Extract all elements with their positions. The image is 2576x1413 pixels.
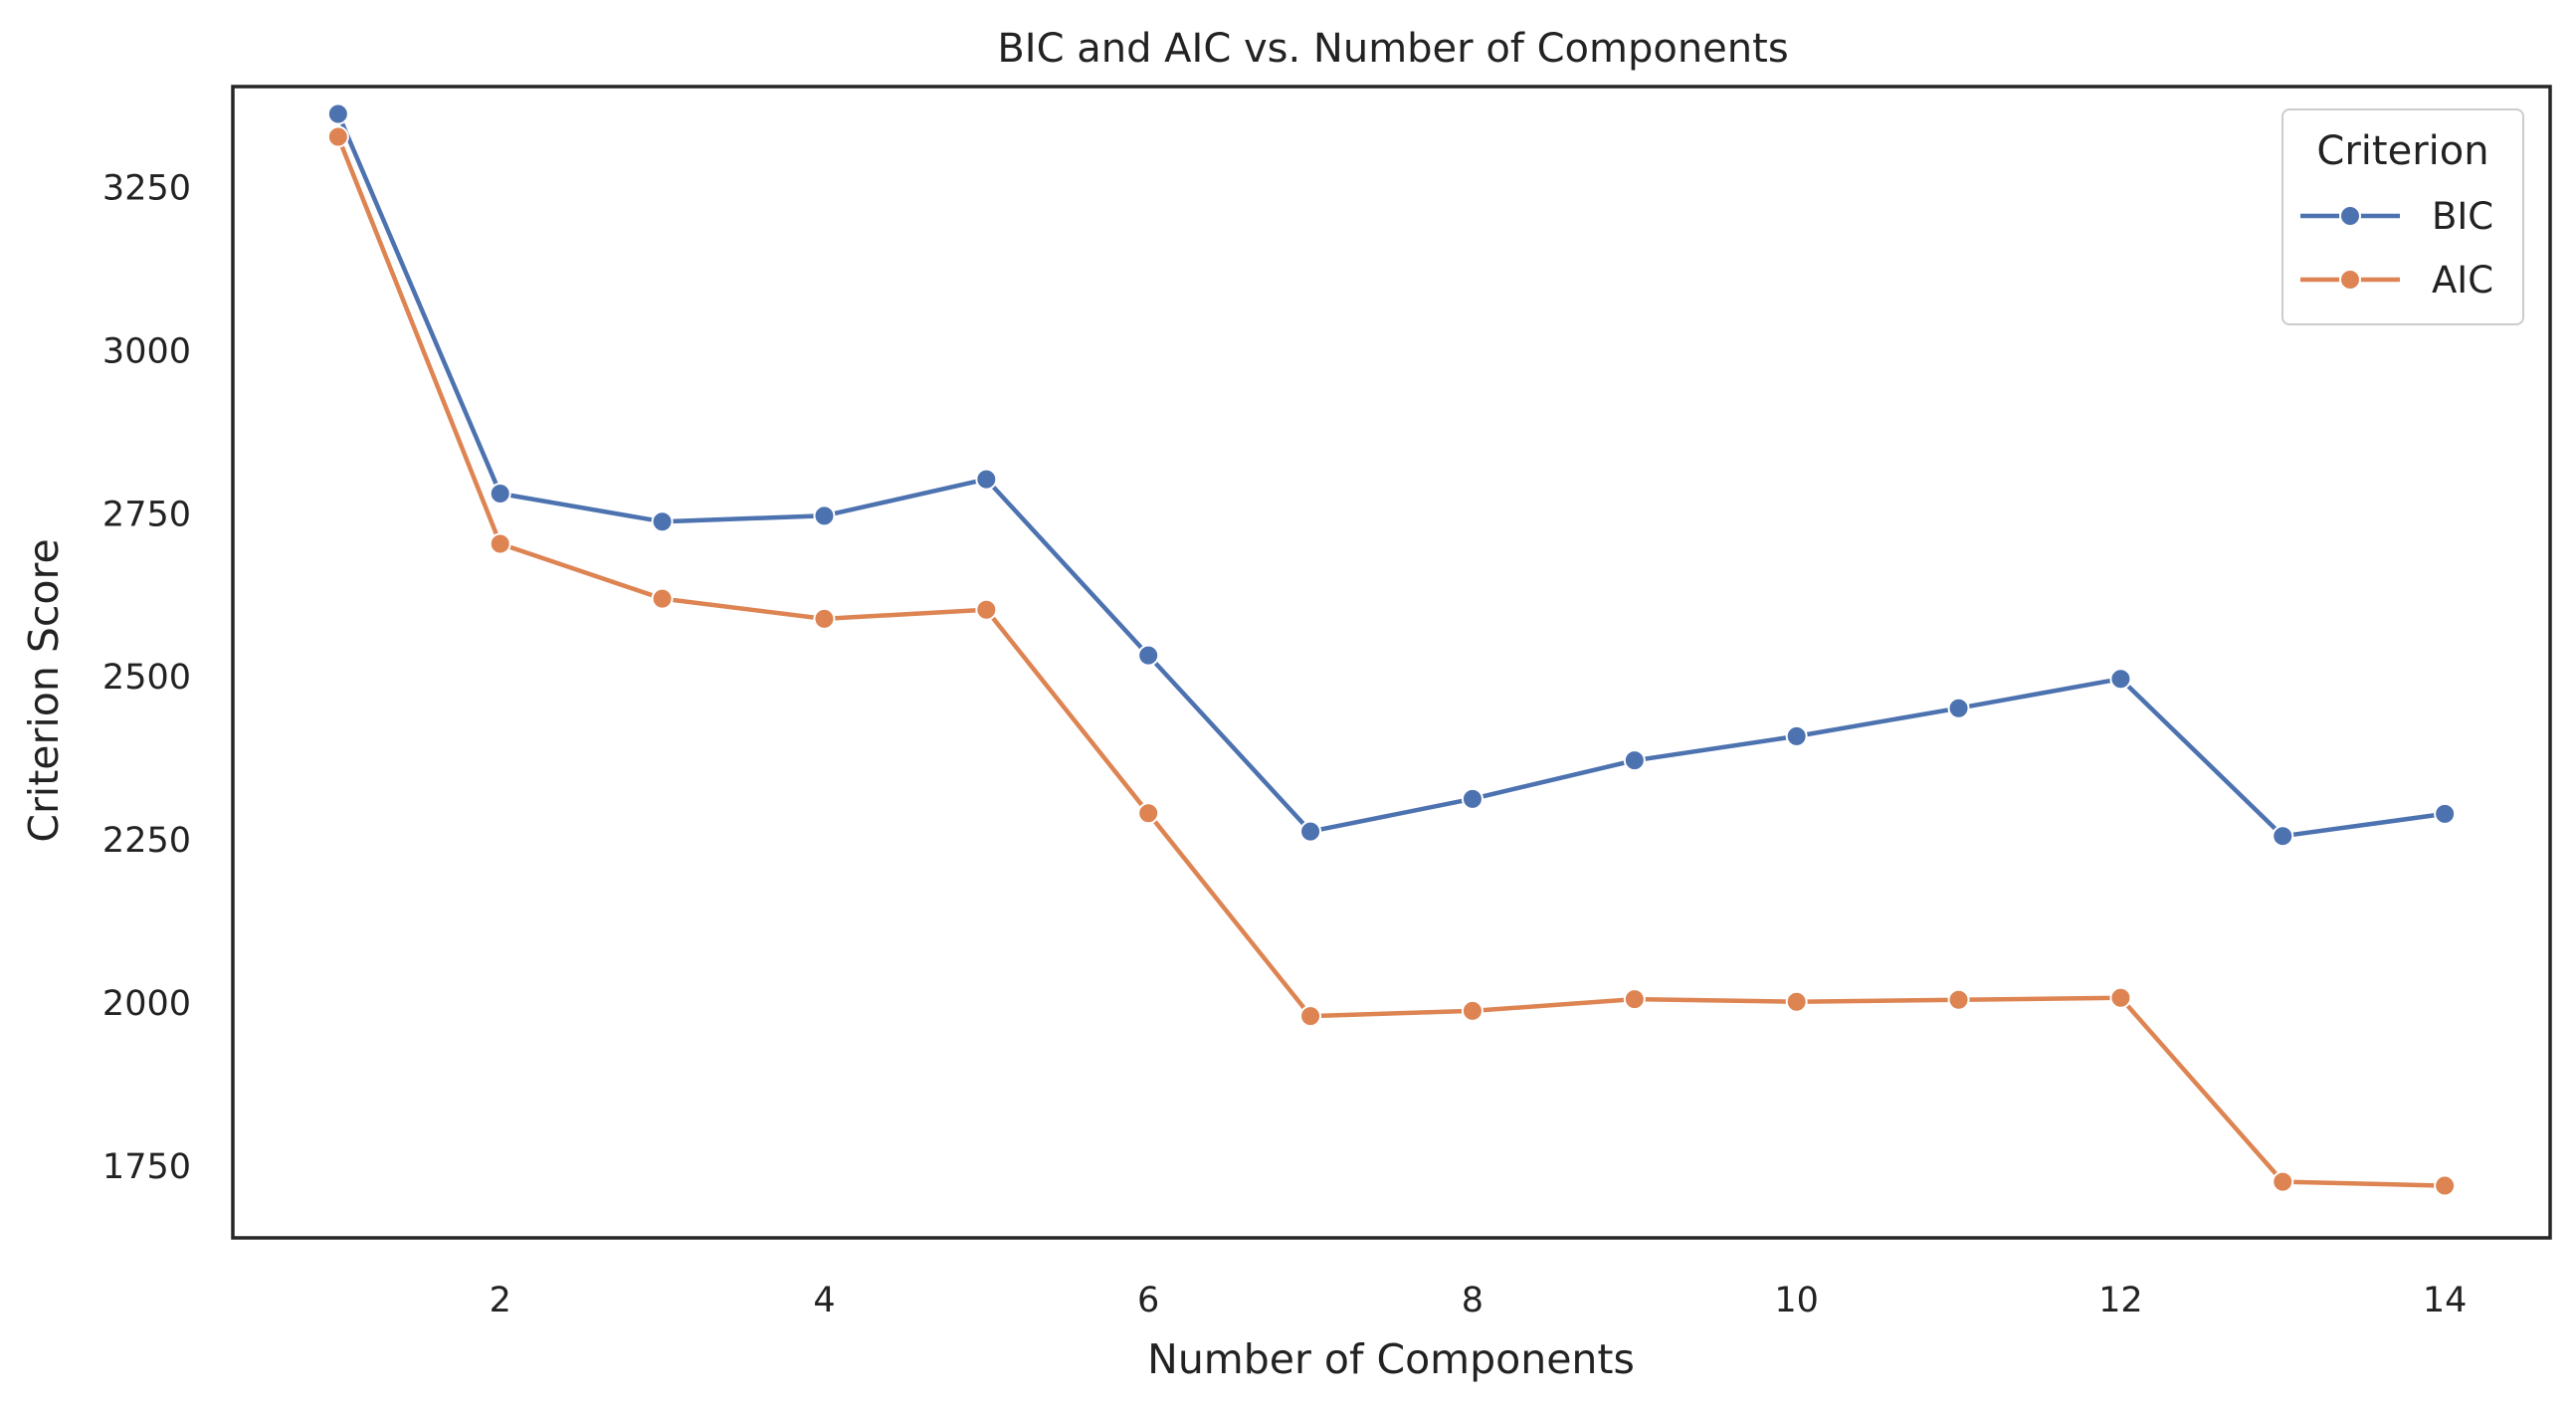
bic-point (1623, 749, 1646, 772)
aic-point (2434, 1174, 2457, 1197)
legend-entry-aic: AIC (2300, 259, 2493, 302)
aic-series (326, 125, 2457, 1197)
plot-area (231, 85, 2552, 1240)
aic-line (335, 134, 2448, 1188)
bic-point (2434, 802, 2457, 825)
legend-swatch-marker (2339, 205, 2361, 227)
aic-point (1623, 988, 1646, 1011)
aic-point (326, 125, 349, 148)
aic-point (2109, 986, 2132, 1009)
aic-point (975, 598, 998, 621)
x-axis-label: Number of Components (1147, 1335, 1635, 1383)
x-tick-label: 4 (813, 1281, 835, 1320)
y-tick-label: 3000 (102, 331, 191, 371)
bic-point (1461, 787, 1484, 810)
bic-point (326, 102, 349, 125)
bic-point (2109, 668, 2132, 691)
legend-entries: BIC AIC (2300, 195, 2493, 302)
y-tick-label: 1750 (102, 1147, 191, 1187)
aic-point (489, 532, 511, 555)
x-tick-label: 14 (2423, 1281, 2468, 1320)
bic-point (1785, 724, 1808, 747)
aic-point (1137, 802, 1160, 825)
chart-title: BIC and AIC vs. Number of Components (997, 26, 1788, 72)
legend-entry-bic: BIC (2300, 195, 2493, 238)
bic-series (326, 102, 2457, 848)
bic-line (335, 111, 2448, 839)
legend: Criterion BIC AIC (2281, 108, 2524, 325)
y-axis-label: Criterion Score (20, 538, 68, 842)
x-tick-label: 12 (2098, 1281, 2143, 1320)
aic-point (1299, 1005, 1322, 1028)
bic-point (1947, 697, 1970, 719)
bic-point (2272, 825, 2294, 848)
x-tick-label: 10 (1774, 1281, 1819, 1320)
bic-point (975, 468, 998, 491)
x-tick-label: 6 (1137, 1281, 1159, 1320)
x-axis-ticks: 2 4 6 8 10 12 14 (490, 1281, 2468, 1320)
y-tick-label: 2500 (102, 658, 191, 698)
y-tick-label: 3250 (102, 169, 191, 209)
aic-point (1947, 988, 1970, 1011)
y-tick-label: 2750 (102, 495, 191, 534)
legend-label-aic: AIC (2432, 259, 2493, 302)
legend-frame (2281, 108, 2524, 325)
legend-title: Criterion (2316, 128, 2488, 174)
aic-point (1461, 999, 1484, 1022)
y-tick-label: 2000 (102, 984, 191, 1024)
aic-point (651, 587, 674, 610)
y-axis-ticks: 1750 2000 2250 2500 2750 3000 3250 (102, 169, 191, 1187)
bic-point (1137, 644, 1160, 667)
aic-point (2272, 1170, 2294, 1193)
bic-point (813, 505, 836, 527)
x-tick-label: 2 (490, 1281, 511, 1320)
series-layer (326, 102, 2457, 1197)
legend-label-bic: BIC (2432, 195, 2493, 238)
bic-point (1299, 820, 1322, 843)
bic-point (489, 483, 511, 505)
aic-point (813, 607, 836, 630)
x-tick-label: 8 (1462, 1281, 1484, 1320)
aic-point (1785, 990, 1808, 1013)
bic-point (651, 510, 674, 533)
legend-swatch-marker (2339, 269, 2361, 291)
plot-frame (231, 85, 2552, 1240)
y-tick-label: 2250 (102, 821, 191, 861)
